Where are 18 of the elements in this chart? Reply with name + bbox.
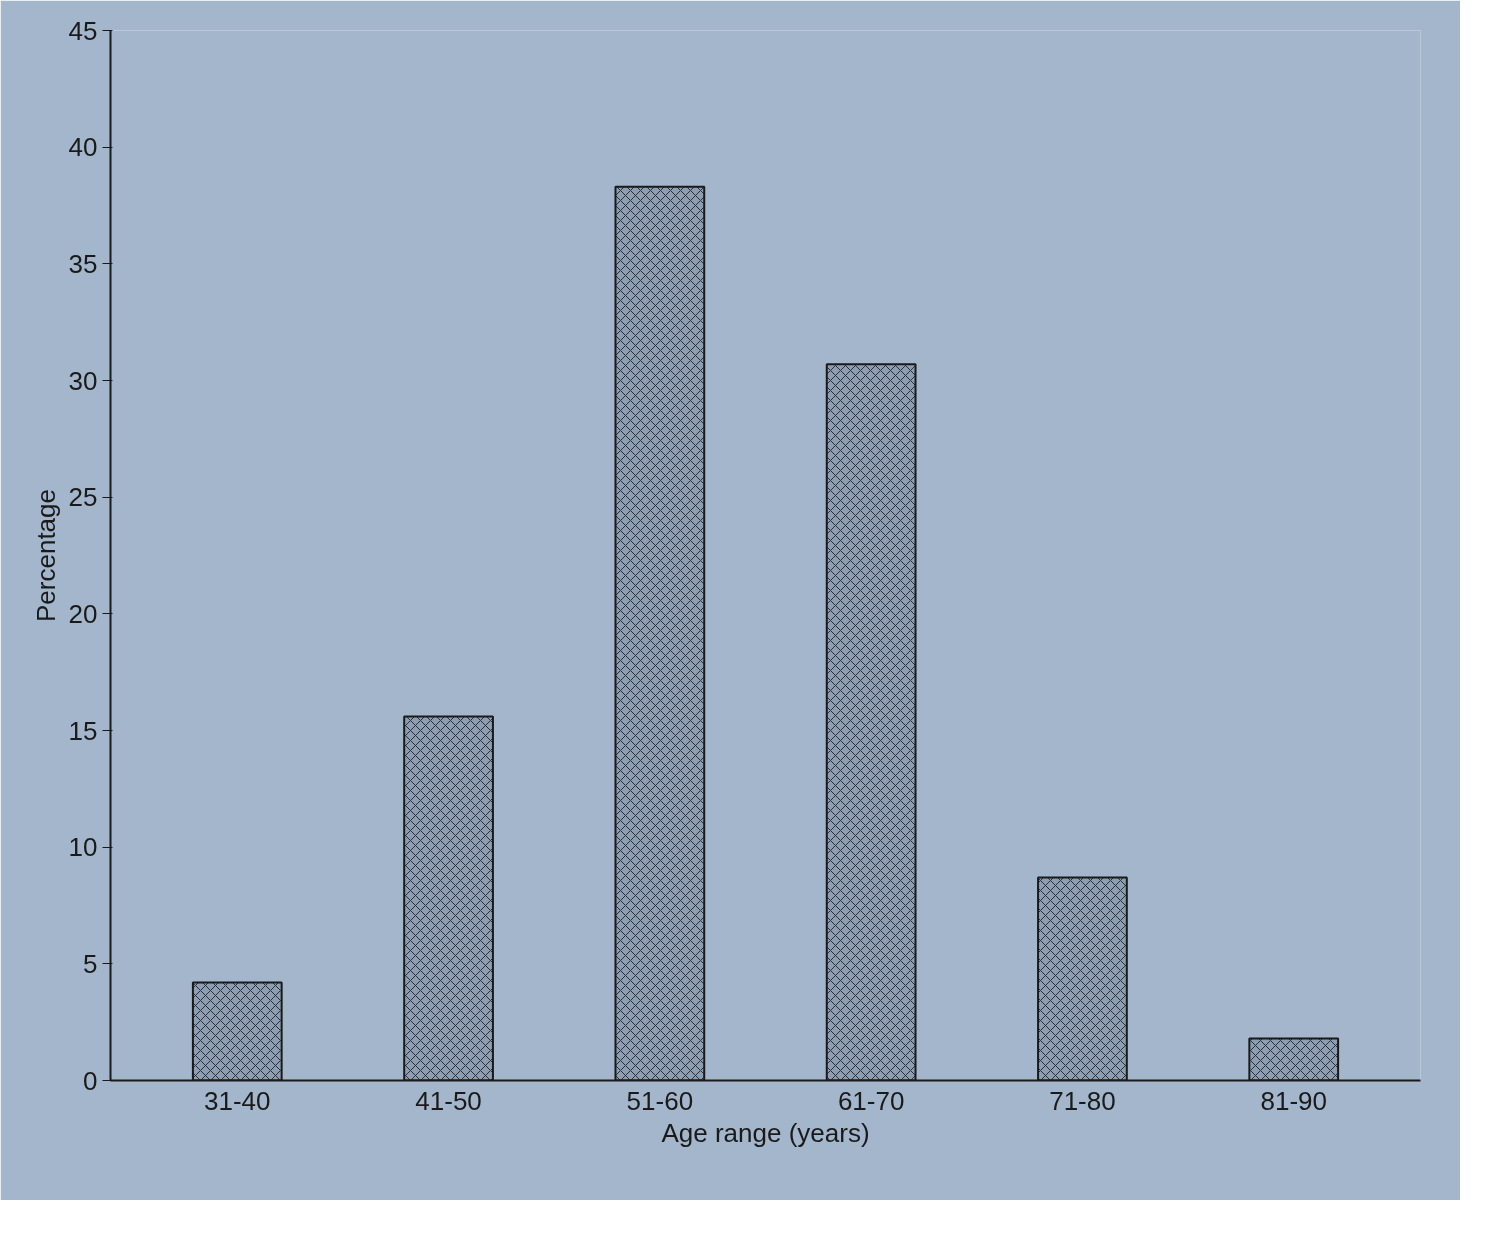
- x-tick-label: 41-50: [415, 1085, 482, 1116]
- y-tick-label: 40: [68, 132, 98, 163]
- y-axis-title: Percentage: [30, 489, 61, 622]
- x-tick-label: 61-70: [837, 1085, 905, 1116]
- y-tick-label: 20: [68, 598, 98, 629]
- y-tick-label: 35: [68, 248, 98, 279]
- y-tick-label: 25: [68, 482, 98, 513]
- y-tick-label: 30: [68, 365, 98, 396]
- y-tick-label: 0: [83, 1065, 98, 1096]
- y-tick-label: 15: [68, 715, 98, 746]
- x-axis-title: Age range (years): [661, 1117, 870, 1148]
- x-tick-label: 71-80: [1049, 1085, 1116, 1116]
- x-tick-label: 31-40: [204, 1085, 271, 1116]
- y-tick-label: 10: [68, 832, 98, 863]
- x-tick-label: 81-90: [1260, 1085, 1327, 1116]
- y-tick-label: 45: [68, 15, 98, 46]
- x-tick-label: 51-60: [626, 1085, 694, 1116]
- y-tick-label: 5: [83, 948, 98, 979]
